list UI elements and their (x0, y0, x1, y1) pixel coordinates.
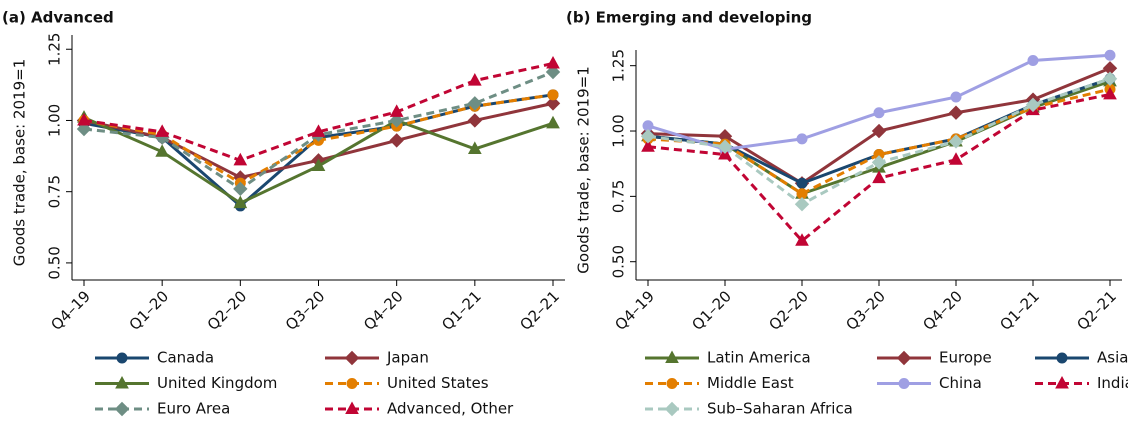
data-point (311, 124, 326, 137)
data-point (1104, 49, 1116, 61)
data-point (155, 144, 170, 157)
data-point (796, 133, 808, 145)
x-tick-label: Q3–20 (842, 287, 889, 334)
legend-label: Advanced, Other (387, 400, 514, 418)
legend-label: China (939, 374, 982, 392)
legend-marker (114, 401, 130, 417)
x-tick-label: Q2–21 (516, 287, 563, 334)
x-tick-label: Q4–19 (47, 287, 94, 334)
x-tick-label: Q4–19 (611, 287, 658, 334)
series-line (83, 93, 554, 208)
data-point (311, 158, 326, 172)
x-tick-label: Q2–20 (765, 287, 812, 334)
data-point (155, 124, 170, 137)
legend-marker (344, 350, 360, 366)
data-point (795, 233, 809, 246)
legend-label: Middle East (707, 374, 794, 392)
data-point (233, 152, 248, 166)
legend-label: Asia (1097, 349, 1128, 367)
x-tick-label: Q1–21 (996, 287, 1043, 334)
legend-label: Euro Area (157, 400, 230, 418)
data-point (76, 121, 92, 137)
data-point (640, 129, 656, 144)
data-point (872, 170, 886, 184)
data-point (796, 177, 808, 189)
data-point (873, 107, 885, 119)
legend-marker (1056, 352, 1068, 364)
panel-title: (b) Emerging and developing (566, 9, 812, 27)
data-point (467, 73, 482, 86)
data-point (233, 195, 248, 209)
y-axis-label: Goods trade, base: 2019=1 (11, 59, 29, 266)
data-point (546, 55, 560, 69)
data-point (949, 152, 963, 165)
y-tick-label: 1.00 (610, 114, 628, 147)
legend-marker (664, 401, 680, 417)
y-tick-label: 1.25 (610, 49, 628, 82)
y-tick-label: 0.50 (46, 246, 64, 279)
data-point (389, 113, 404, 128)
x-tick-label: Q1–20 (688, 287, 735, 334)
data-point (871, 123, 887, 139)
legend-label: Europe (939, 349, 992, 367)
legend-label: United Kingdom (157, 374, 277, 392)
legend-marker (115, 375, 129, 389)
data-point (794, 196, 810, 212)
legend-marker (665, 350, 679, 363)
data-point (641, 139, 655, 152)
x-tick-label: Q4–20 (360, 287, 407, 334)
legend-label: India (1097, 374, 1128, 392)
legend-label: Sub–Saharan Africa (707, 400, 853, 418)
data-point (389, 104, 404, 117)
legend-marker (666, 378, 678, 389)
data-point (1102, 71, 1118, 86)
data-point (467, 113, 483, 128)
legend-label: Canada (157, 349, 214, 367)
x-tick-label: Q3–20 (282, 287, 329, 334)
data-point (717, 139, 733, 154)
y-axis-label: Goods trade, base: 2019=1 (575, 66, 593, 273)
data-point (389, 133, 404, 148)
legend-marker (898, 378, 910, 389)
legend-marker (345, 401, 359, 414)
y-tick-label: 0.75 (610, 180, 628, 213)
data-point (871, 155, 887, 170)
data-point (77, 112, 91, 126)
x-tick-label: Q2–20 (204, 287, 251, 334)
legend-marker (1055, 375, 1069, 389)
legend-marker (116, 352, 128, 364)
legend-label: Japan (386, 349, 429, 367)
x-tick-label: Q4–20 (919, 287, 966, 334)
x-tick-label: Q1–20 (126, 287, 173, 334)
data-point (950, 91, 962, 103)
data-point (1027, 54, 1039, 66)
x-tick-label: Q1–21 (438, 287, 485, 334)
y-tick-label: 1.00 (46, 104, 64, 137)
y-tick-label: 1.25 (46, 33, 64, 66)
legend-marker (346, 378, 358, 389)
data-point (467, 96, 483, 111)
data-point (948, 134, 964, 149)
data-point (233, 181, 248, 197)
data-point (948, 105, 964, 120)
data-point (547, 89, 559, 101)
data-point (545, 96, 561, 111)
data-point (1103, 86, 1117, 100)
legend-label: Latin America (707, 349, 811, 367)
data-point (467, 141, 482, 154)
x-tick-label: Q2–21 (1073, 287, 1120, 334)
y-tick-label: 0.75 (46, 175, 64, 208)
legend-label: United States (387, 374, 489, 392)
y-tick-label: 0.50 (610, 245, 628, 278)
panel-title: (a) Advanced (2, 9, 114, 27)
data-point (545, 64, 561, 80)
legend-marker (896, 350, 912, 366)
data-point (1025, 97, 1041, 113)
data-point (546, 115, 560, 129)
